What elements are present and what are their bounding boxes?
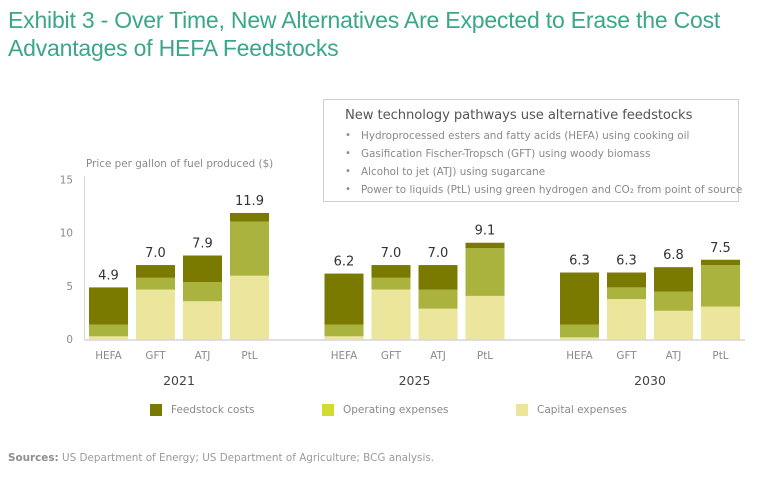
bar-segment-operating-expenses — [701, 265, 740, 307]
info-box-heading: New technology pathways use alternative … — [345, 108, 693, 123]
bar-segment-capital-expenses — [418, 308, 458, 340]
x-axis: HEFA GFT ATJ PtL 2021 HEFA GFT ATJ PtL 2025 HEFA GF… — [84, 339, 745, 388]
bar-total-label: 7.9 — [192, 236, 213, 251]
bar-segment-operating-expenses — [418, 289, 458, 309]
x-category-label: HEFA — [95, 350, 122, 362]
x-category-label: ATJ — [430, 350, 446, 362]
bar-segment-feedstock-costs — [701, 259, 740, 266]
bar-segment-feedstock-costs — [465, 242, 505, 249]
bar-segment-feedstock-costs — [183, 255, 222, 283]
bar-segment-capital-expenses — [654, 310, 693, 340]
bar-segment-feedstock-costs — [560, 272, 599, 325]
y-tick-label: 0 — [66, 334, 73, 346]
bar-segment-feedstock-costs — [371, 265, 411, 278]
bullet-icon: • — [345, 184, 351, 195]
info-box-item: • Power to liquids (PtL) using green hydr… — [345, 181, 742, 199]
y-axis: 0 5 10 15 — [60, 175, 85, 346]
bar-total-label: 6.3 — [616, 254, 637, 269]
bar-segment-capital-expenses — [371, 289, 411, 340]
bar-segment-operating-expenses — [607, 287, 646, 300]
bar-total-label: 9.1 — [475, 224, 496, 239]
x-category-label: GFT — [381, 350, 402, 362]
bar-segment-operating-expenses — [324, 324, 364, 337]
bar-segment-operating-expenses — [89, 324, 128, 337]
info-box-item: • Alcohol to jet (ATJ) using sugarcane — [345, 163, 742, 181]
legend-item-operating: Operating expenses — [322, 404, 449, 416]
info-box-list: • Hydroprocessed esters and fatty acids (… — [345, 127, 742, 199]
legend-item-feedstock: Feedstock costs — [150, 404, 255, 416]
bar-total-label: 6.2 — [334, 255, 355, 270]
bar-segment-capital-expenses — [183, 301, 222, 340]
bar-segment-feedstock-costs — [230, 212, 269, 222]
value-labels: 4.9 7.0 7.9 11.9 6.2 7.0 7.0 9.1 6.3 6.3 6.8 7.5 — [98, 194, 731, 283]
info-box: New technology pathways use alternative … — [323, 99, 742, 202]
bar-segment-operating-expenses — [136, 277, 175, 290]
bar-segment-feedstock-costs — [654, 267, 693, 292]
x-category-label: ATJ — [195, 350, 211, 362]
bar-total-label: 7.0 — [145, 246, 166, 261]
x-group-label: 2025 — [399, 373, 431, 388]
y-tick-label: 15 — [60, 175, 73, 187]
legend-swatch-capital — [516, 404, 528, 416]
bar-segment-capital-expenses — [701, 306, 740, 340]
bar-segment-feedstock-costs — [607, 272, 646, 288]
x-group-label: 2021 — [163, 373, 195, 388]
bar-segment-feedstock-costs — [136, 265, 175, 278]
sources-label: Sources: — [8, 452, 59, 464]
bar-total-label: 6.3 — [569, 254, 590, 269]
stacked-bar-chart: Price per gallon of fuel produced ($) 0 5… — [60, 158, 745, 388]
legend-label: Capital expenses — [537, 404, 627, 416]
y-tick-label: 5 — [66, 281, 73, 293]
info-box-item: • Gasification Fischer-Tropsch (GFT) usin… — [345, 145, 742, 163]
bullet-icon: • — [345, 166, 351, 177]
bar-total-label: 6.8 — [663, 248, 684, 263]
bar-segment-feedstock-costs — [418, 265, 458, 290]
y-axis-label: Price per gallon of fuel produced ($) — [86, 158, 273, 170]
sources-text: US Department of Energy; US Department o… — [62, 452, 435, 464]
legend-label: Operating expenses — [343, 404, 449, 416]
x-category-label: GFT — [145, 350, 166, 362]
bar-segment-operating-expenses — [371, 277, 411, 290]
bar-segment-capital-expenses — [465, 295, 505, 340]
x-category-label: PtL — [241, 350, 257, 362]
legend: Feedstock costs Operating expenses Capit… — [0, 404, 768, 424]
legend-swatch-feedstock — [150, 404, 162, 416]
x-category-label: PtL — [477, 350, 493, 362]
bar-total-label: 7.5 — [710, 241, 731, 256]
bar-segment-capital-expenses — [324, 336, 364, 340]
x-category-label: ATJ — [666, 350, 682, 362]
bar-segment-feedstock-costs — [324, 273, 364, 325]
bar-segment-capital-expenses — [89, 336, 128, 340]
x-category-label: HEFA — [566, 350, 593, 362]
legend-item-capital: Capital expenses — [516, 404, 627, 416]
bar-segment-capital-expenses — [607, 299, 646, 340]
bar-segment-operating-expenses — [230, 221, 269, 276]
bar-segment-operating-expenses — [654, 291, 693, 311]
sources-note: Sources: US Department of Energy; US Dep… — [8, 452, 434, 464]
x-category-label: PtL — [712, 350, 728, 362]
bar-segment-capital-expenses — [230, 275, 269, 340]
x-group-label: 2030 — [634, 373, 666, 388]
x-category-label: GFT — [616, 350, 637, 362]
bar-total-label: 4.9 — [98, 268, 119, 283]
legend-label: Feedstock costs — [171, 404, 255, 416]
chart-title: Exhibit 3 - Over Time, New Alternatives … — [8, 7, 721, 61]
bar-segment-capital-expenses — [560, 337, 599, 340]
bar-segment-operating-expenses — [183, 282, 222, 302]
bars — [89, 212, 740, 340]
bar-total-label: 7.0 — [381, 246, 402, 261]
bar-segment-operating-expenses — [560, 324, 599, 338]
legend-swatch-operating — [322, 404, 334, 416]
bar-total-label: 7.0 — [428, 246, 449, 261]
bullet-icon: • — [345, 148, 351, 159]
bar-segment-feedstock-costs — [89, 287, 128, 325]
bar-total-label: 11.9 — [235, 194, 264, 209]
x-category-label: HEFA — [331, 350, 358, 362]
bar-segment-capital-expenses — [136, 289, 175, 340]
y-tick-label: 10 — [60, 228, 73, 240]
bullet-icon: • — [345, 130, 351, 141]
bar-segment-operating-expenses — [465, 248, 505, 296]
info-box-item: • Hydroprocessed esters and fatty acids (… — [345, 127, 742, 145]
